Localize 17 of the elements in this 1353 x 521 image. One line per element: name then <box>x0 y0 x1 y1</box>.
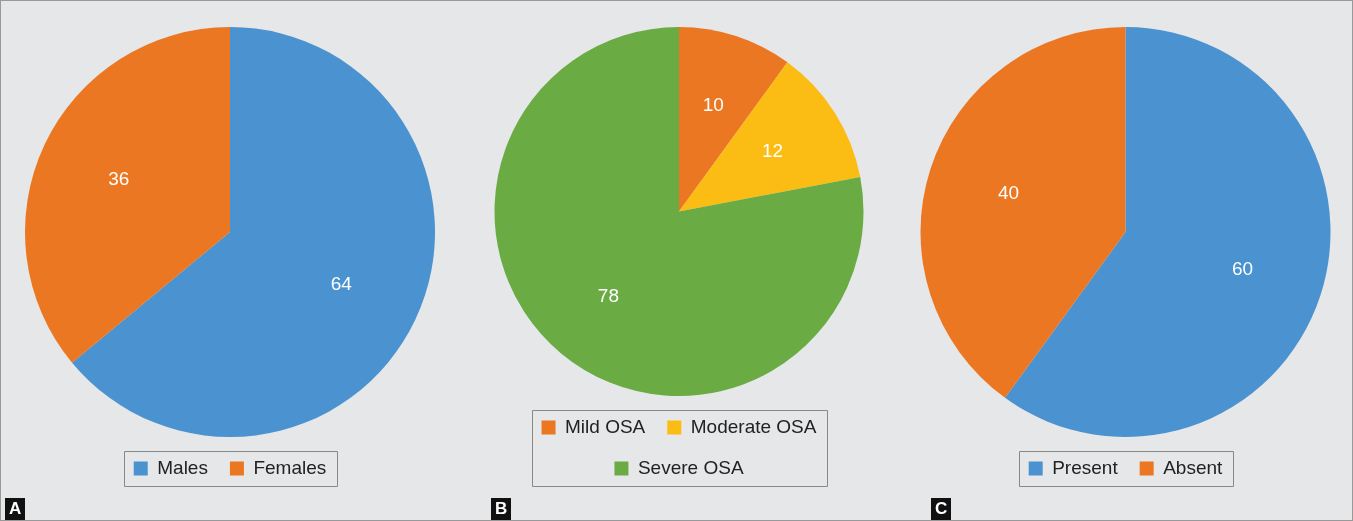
data-label: 64 <box>330 272 353 294</box>
text: A <box>5 498 26 520</box>
legend-label: Males <box>157 456 208 478</box>
data-label: 60 <box>1231 258 1254 280</box>
text: C <box>931 498 952 520</box>
data-label: 12 <box>761 140 784 162</box>
legend-label: Absent <box>1163 456 1224 478</box>
data-label: 40 <box>997 182 1020 204</box>
legend-label: Severe OSA <box>637 456 744 478</box>
legend-label: Females <box>253 456 327 478</box>
legend-label: Moderate OSA <box>690 415 817 437</box>
legend-label: Mild OSA <box>565 415 646 437</box>
data-label: 36 <box>108 167 130 189</box>
data-label: 10 <box>702 94 724 116</box>
legend-label: Present <box>1052 456 1119 478</box>
text: B <box>491 498 512 520</box>
data-label: 78 <box>597 285 620 307</box>
